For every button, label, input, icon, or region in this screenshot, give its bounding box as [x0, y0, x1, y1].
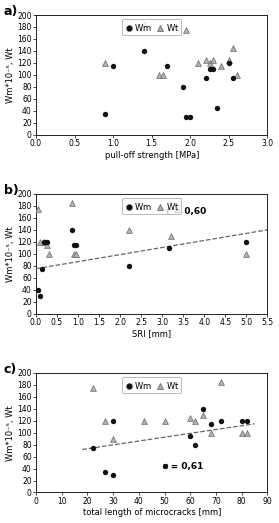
- Point: [207, 59, 212, 67]
- Point: [211, 65, 216, 73]
- Point: [142, 20, 146, 28]
- Point: [103, 109, 108, 118]
- Text: a): a): [4, 5, 18, 18]
- Point: [142, 47, 146, 55]
- Point: [193, 440, 198, 449]
- Point: [162, 461, 167, 470]
- Point: [215, 104, 220, 112]
- Point: [74, 249, 78, 258]
- Point: [230, 74, 235, 82]
- Point: [166, 244, 171, 252]
- Point: [36, 204, 40, 213]
- Point: [103, 59, 108, 67]
- Point: [211, 55, 216, 64]
- Point: [103, 468, 108, 476]
- Point: [126, 225, 131, 234]
- Point: [207, 65, 212, 73]
- Point: [103, 417, 108, 425]
- Point: [230, 44, 235, 52]
- Legend: W$\mathregular{m}$, W$\mathregular{t}$: W$\mathregular{m}$, W$\mathregular{t}$: [122, 198, 181, 214]
- Point: [44, 237, 49, 246]
- Point: [219, 378, 223, 386]
- Text: r = 0,61: r = 0,61: [163, 462, 204, 471]
- Point: [188, 414, 193, 422]
- Point: [180, 83, 185, 91]
- Point: [227, 55, 231, 64]
- Point: [219, 417, 223, 425]
- Point: [90, 384, 95, 392]
- Point: [69, 225, 74, 234]
- Point: [234, 71, 239, 79]
- Point: [111, 435, 115, 443]
- Y-axis label: Wm*10⁻⁵, Wt: Wm*10⁻⁵, Wt: [6, 226, 15, 281]
- Point: [188, 112, 193, 121]
- Text: r = 0,60: r = 0,60: [165, 207, 206, 217]
- Point: [209, 419, 213, 428]
- Point: [184, 26, 189, 34]
- X-axis label: pull-off strength [MPa]: pull-off strength [MPa]: [105, 151, 199, 160]
- Point: [74, 241, 78, 249]
- Point: [157, 71, 162, 79]
- Text: b): b): [4, 185, 18, 197]
- Point: [219, 62, 223, 70]
- Point: [209, 428, 213, 437]
- Point: [126, 262, 131, 270]
- Point: [239, 428, 244, 437]
- Point: [72, 249, 76, 258]
- Y-axis label: Wm*10⁻⁵, Wt: Wm*10⁻⁵, Wt: [6, 47, 15, 103]
- Point: [201, 411, 205, 419]
- Point: [239, 417, 244, 425]
- Point: [201, 405, 205, 413]
- Point: [162, 417, 167, 425]
- Point: [46, 249, 51, 258]
- Point: [203, 74, 208, 82]
- Point: [245, 417, 249, 425]
- Point: [42, 237, 47, 246]
- Point: [245, 428, 249, 437]
- Point: [90, 444, 95, 452]
- Point: [142, 417, 146, 425]
- Y-axis label: Wm*10⁻⁵, Wt: Wm*10⁻⁵, Wt: [6, 405, 15, 461]
- Point: [36, 286, 40, 294]
- Point: [44, 241, 49, 249]
- Point: [227, 59, 231, 67]
- Point: [188, 431, 193, 440]
- Text: c): c): [4, 363, 17, 377]
- Point: [40, 265, 45, 273]
- Point: [169, 232, 173, 240]
- Legend: W$\mathregular{m}$, W$\mathregular{t}$: W$\mathregular{m}$, W$\mathregular{t}$: [122, 377, 181, 393]
- Point: [42, 237, 47, 246]
- Point: [184, 112, 189, 121]
- Point: [203, 55, 208, 64]
- Point: [111, 417, 115, 425]
- Point: [111, 62, 115, 70]
- Legend: W$\mathregular{m}$, W$\mathregular{t}$: W$\mathregular{m}$, W$\mathregular{t}$: [122, 19, 181, 35]
- Point: [161, 71, 165, 79]
- Point: [38, 291, 42, 300]
- Point: [72, 241, 76, 249]
- Point: [244, 249, 249, 258]
- Point: [111, 470, 115, 479]
- Point: [196, 59, 200, 67]
- X-axis label: SRI [mm]: SRI [mm]: [132, 329, 171, 338]
- X-axis label: total length of microcracks [mm]: total length of microcracks [mm]: [83, 508, 221, 517]
- Point: [69, 199, 74, 207]
- Point: [193, 417, 198, 425]
- Point: [165, 62, 169, 70]
- Point: [38, 237, 42, 246]
- Point: [244, 237, 249, 246]
